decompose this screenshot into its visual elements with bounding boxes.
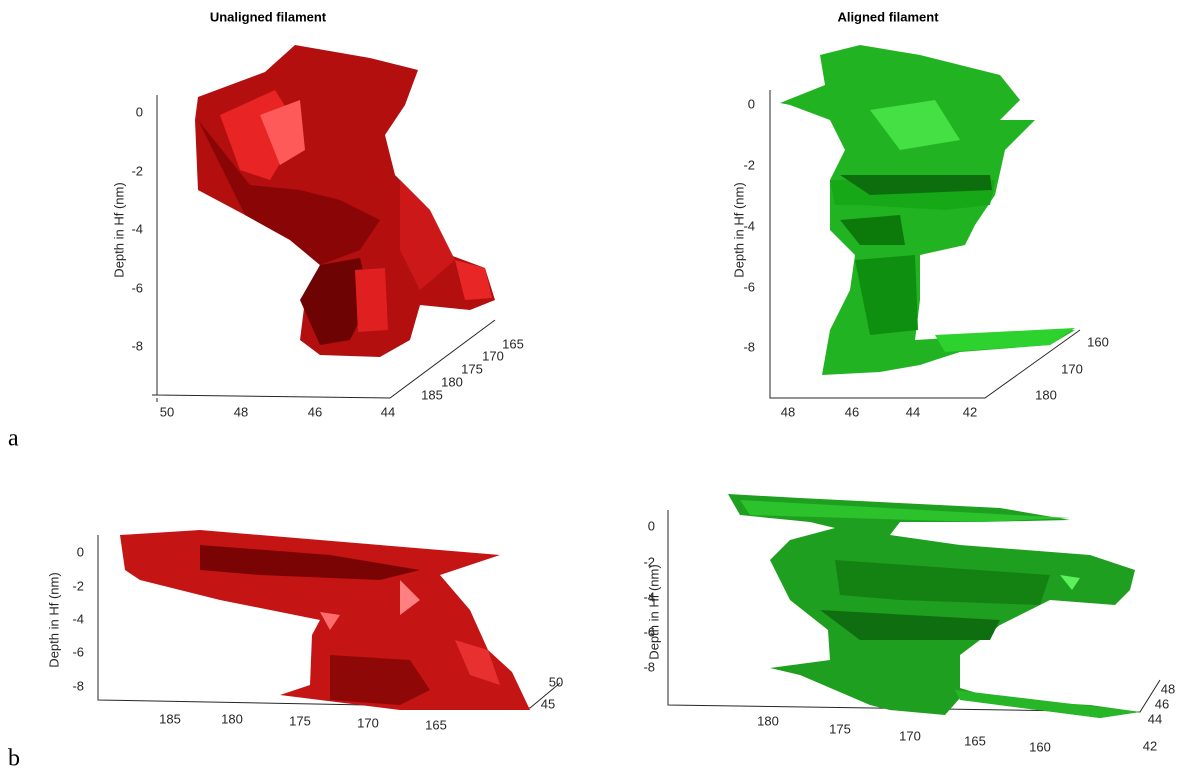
z-tick-label: -4 <box>72 611 84 626</box>
y-tick-label: 50 <box>549 674 563 689</box>
x-tick-label: 165 <box>964 733 986 748</box>
z-tick-label: -6 <box>131 280 143 295</box>
y-tick-label: 170 <box>1061 361 1083 376</box>
panel-label: b <box>8 746 20 772</box>
x-tick-label: 180 <box>221 711 243 726</box>
surface-unaligned-b <box>120 530 530 710</box>
y-tick-label: 46 <box>1155 696 1169 711</box>
y-tick-label: 165 <box>502 336 524 351</box>
panel-label: a <box>8 426 19 452</box>
z-tick-label: 0 <box>77 544 84 559</box>
y-tick-label: 185 <box>421 387 443 402</box>
z-tick-label: 0 <box>748 96 755 111</box>
surface-unaligned-a <box>195 45 495 357</box>
z-axis-label: Depth in Hf (nm) <box>46 572 61 667</box>
x-tick-label: 185 <box>159 711 181 726</box>
x-tick-label: 170 <box>357 715 379 730</box>
y-tick-label: 180 <box>1035 387 1057 402</box>
y-tick-label: 45 <box>541 696 555 711</box>
x-tick-label: 42 <box>963 404 977 419</box>
y-tick-label: 42 <box>1143 738 1157 753</box>
x-tick-label: 46 <box>845 404 859 419</box>
z-tick-label: -2 <box>131 163 143 178</box>
z-tick-label: -2 <box>72 578 84 593</box>
y-tick-label: 48 <box>1161 681 1175 696</box>
surface-aligned-b <box>728 494 1140 718</box>
x-tick-label: 165 <box>425 717 447 732</box>
surface-aligned-a <box>780 45 1075 375</box>
z-tick-label: 0 <box>648 518 655 533</box>
y-tick-label: 170 <box>482 348 504 363</box>
plot-title: Aligned filament <box>837 9 939 24</box>
x-tick-label: 46 <box>308 404 322 419</box>
z-tick-label: -2 <box>643 554 655 569</box>
z-tick-label: -8 <box>131 338 143 353</box>
z-tick-label: 0 <box>136 104 143 119</box>
x-tick-label: 44 <box>906 404 920 419</box>
x-tick-label: 44 <box>381 404 395 419</box>
z-tick-label: -4 <box>131 221 143 236</box>
x-tick-label: 48 <box>234 404 248 419</box>
y-tick-label: 44 <box>1148 711 1162 726</box>
x-tick-label: 170 <box>899 728 921 743</box>
z-tick-label: -8 <box>72 678 84 693</box>
z-tick-label: -6 <box>72 644 84 659</box>
figure: a b Unaligned filament Depth in Hf (nm) 0 -2 -… <box>0 0 1180 775</box>
z-tick-label: -6 <box>743 279 755 294</box>
z-tick-label: -8 <box>743 339 755 354</box>
z-tick-label: -4 <box>643 589 655 604</box>
x-tick-label: 175 <box>289 713 311 728</box>
z-axis-label: Depth in Hf (nm) <box>111 182 126 277</box>
z-tick-label: -4 <box>743 218 755 233</box>
plot-title: Unaligned filament <box>210 9 327 24</box>
y-tick-label: 160 <box>1087 334 1109 349</box>
y-tick-label: 180 <box>441 374 463 389</box>
z-tick-label: -8 <box>643 659 655 674</box>
x-tick-label: 160 <box>1029 739 1051 754</box>
x-tick-label: 50 <box>160 404 174 419</box>
y-tick-label: 175 <box>461 361 483 376</box>
x-tick-label: 48 <box>781 404 795 419</box>
x-tick-label: 175 <box>829 721 851 736</box>
z-tick-label: -6 <box>643 624 655 639</box>
z-tick-label: -2 <box>743 157 755 172</box>
x-tick-label: 180 <box>757 713 779 728</box>
z-axis-label: Depth in Hf (nm) <box>646 564 661 659</box>
